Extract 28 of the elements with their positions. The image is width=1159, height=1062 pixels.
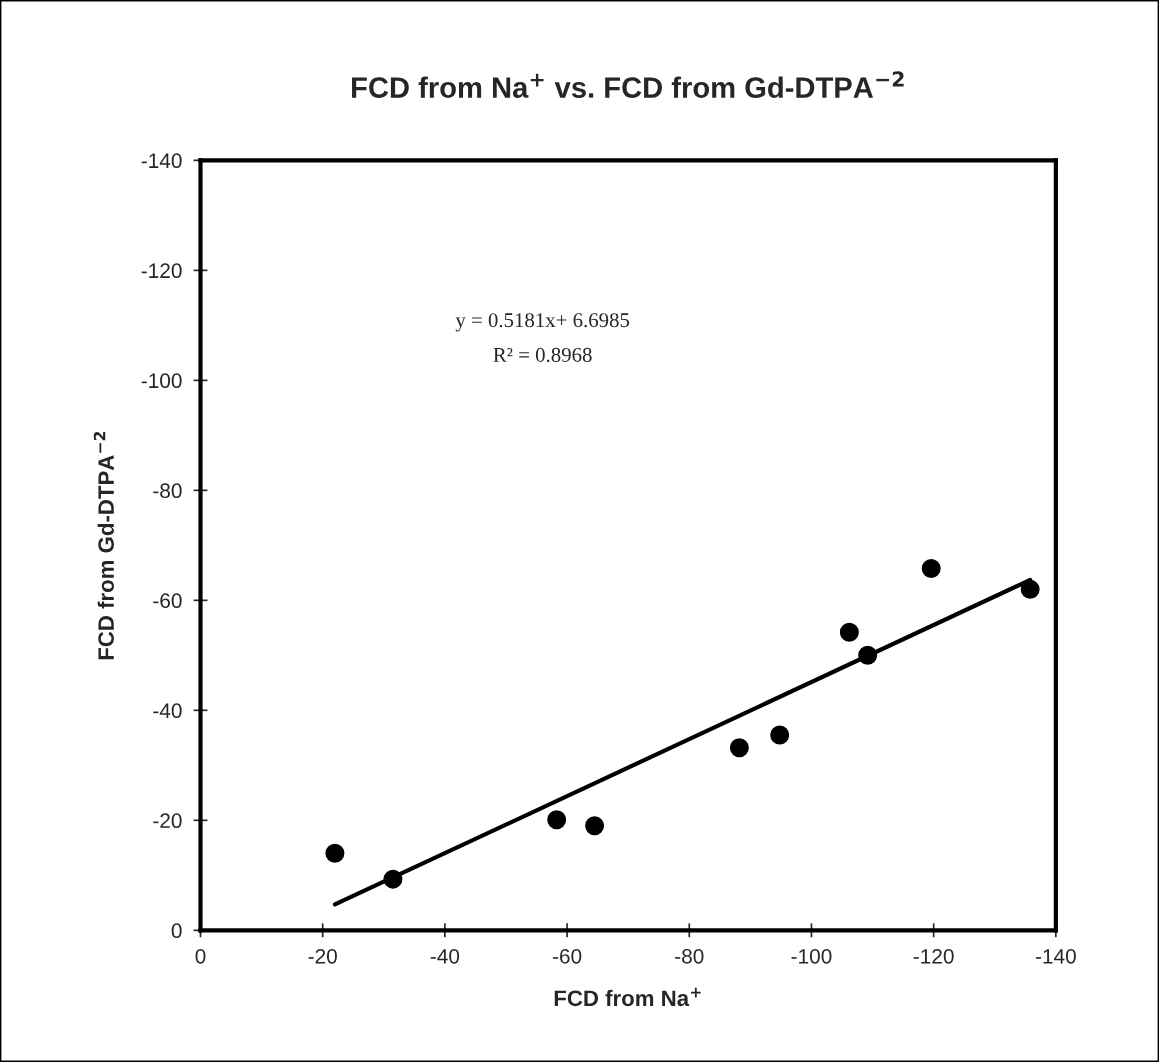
point [729, 738, 749, 758]
y-tick-label: -140 [141, 153, 182, 169]
x-tick-label: -20 [308, 948, 337, 964]
y-tick-label: -20 [153, 813, 182, 829]
y-axis-title: FCD from Gd-DTPA$^{−2}$ [93, 431, 114, 660]
x-tick-label: -60 [552, 948, 582, 964]
point [325, 843, 345, 863]
point [547, 810, 567, 830]
x-tick-label: -80 [675, 948, 704, 964]
point [839, 622, 859, 642]
annotation: y = 0.5181x+ 6.6985 [455, 313, 630, 332]
x-tick-label: -120 [913, 948, 954, 964]
point [921, 558, 941, 578]
y-tick-label: 0 [171, 923, 182, 939]
annotation: R² = 0.8968 [493, 347, 592, 363]
x-tick-label: 0 [195, 948, 206, 964]
x-tick-label: -100 [791, 948, 832, 964]
y-tick-label: -60 [153, 593, 182, 609]
y-tick-label: -120 [141, 263, 182, 279]
point [585, 816, 605, 836]
y-tick-label: -80 [153, 483, 182, 499]
point [770, 725, 790, 745]
y-tick-label: -100 [141, 373, 182, 389]
x-tick-label: -40 [430, 948, 460, 964]
x-axis-title: FCD from Na$^{+}$ [554, 987, 701, 1007]
y-tick-label: -40 [153, 703, 182, 719]
x-tick-label: -140 [1035, 948, 1076, 964]
chart-title: FCD from Na$^{+}$ vs. FCD from Gd-DTPA$^{−2}$ [352, 71, 904, 98]
